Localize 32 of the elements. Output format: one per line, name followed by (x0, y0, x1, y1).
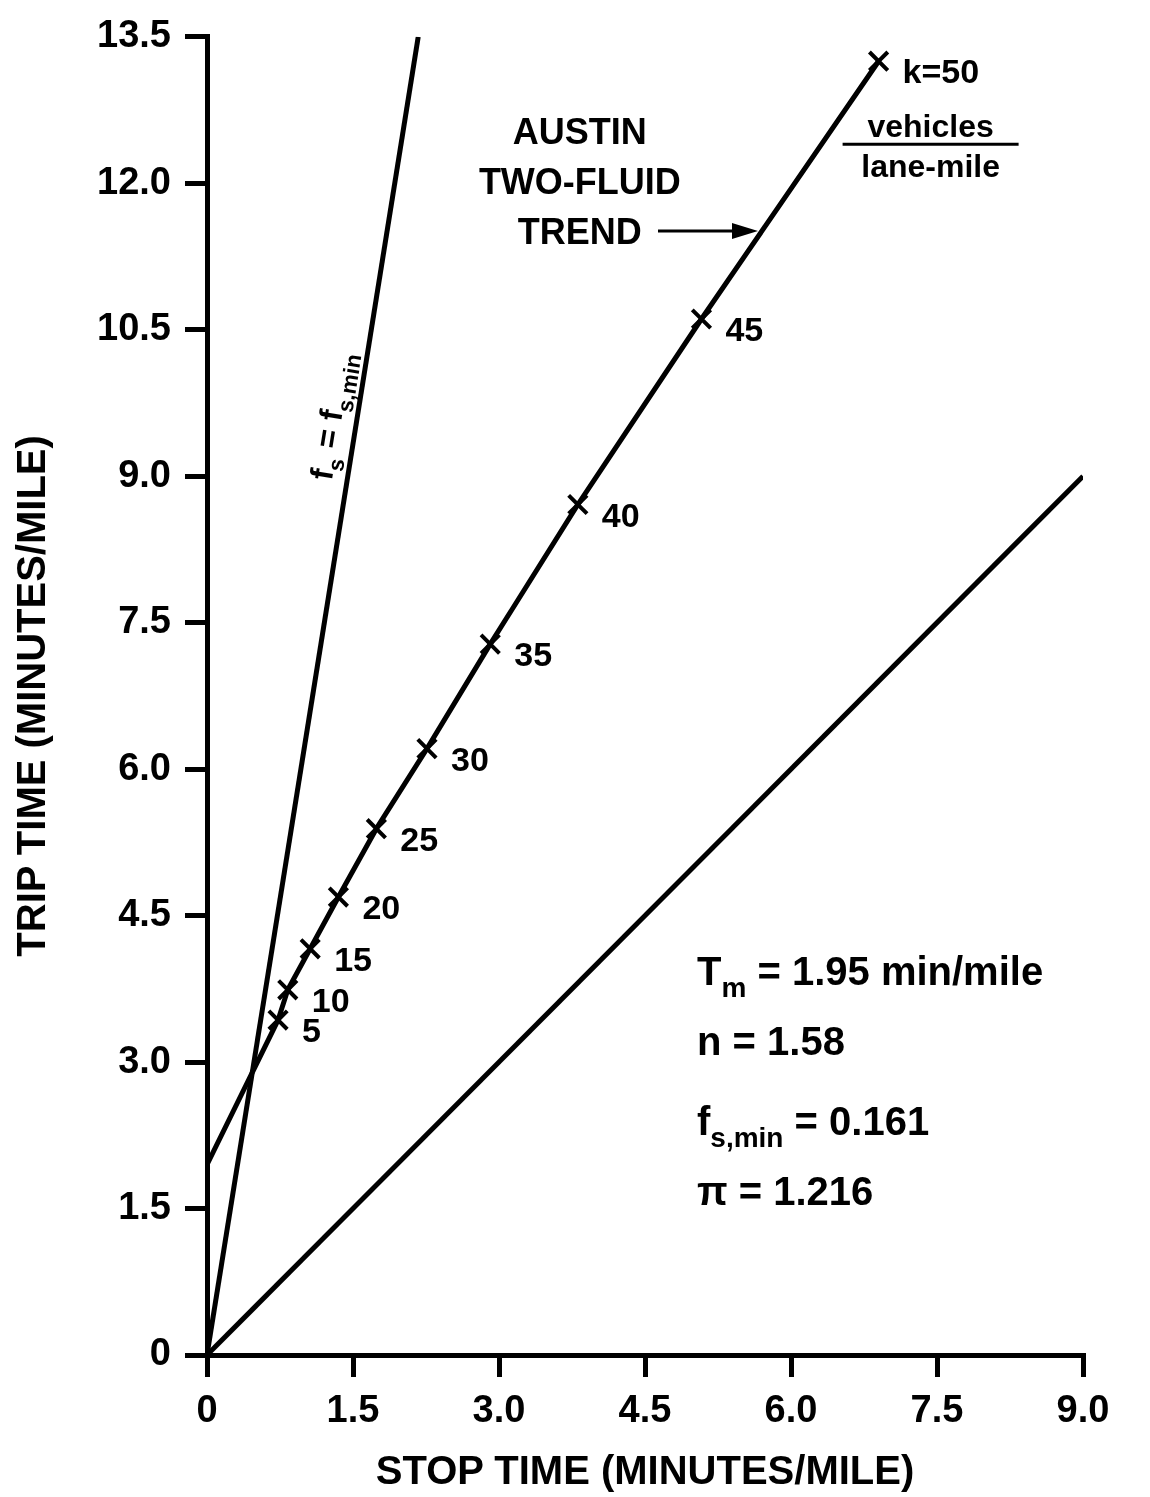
annotation: vehicles lane-mile (861, 108, 1000, 185)
x-axis-title: STOP TIME (MINUTES/MILE) (375, 1448, 915, 1493)
x-tick-label: 7.5 (910, 1388, 964, 1431)
x-tick-label: 1.5 (326, 1388, 380, 1431)
x-tick-label: 4.5 (618, 1388, 672, 1431)
y-tick-label: 12.0 (97, 159, 171, 202)
y-tick-label: 4.5 (118, 892, 171, 935)
y-tick-label: 9.0 (118, 452, 171, 495)
annotation: 20 (362, 888, 401, 927)
annotation: 40 (601, 495, 640, 534)
annotation: 30 (450, 739, 489, 778)
annotation: n = 1.58 (697, 1019, 845, 1063)
annotation: 45 (725, 309, 764, 348)
annotation: π = 1.216 (697, 1169, 874, 1213)
x-tick-label: 9.0 (1056, 1388, 1110, 1431)
annotation: 25 (400, 819, 439, 858)
y-tick-label: 7.5 (118, 599, 171, 642)
y-axis-title: TRIP TIME (MINUTES/MILE) (9, 435, 54, 957)
x-tick-label: 0 (196, 1388, 218, 1431)
annotation: 15 (334, 939, 372, 978)
x-tick-label: 6.0 (764, 1388, 818, 1431)
y-tick-label: 3.0 (118, 1038, 171, 1081)
annotation: fs = fs,min (303, 352, 367, 483)
annotation: AUSTIN TWO-FLUID TREND (478, 111, 681, 253)
y-tick-label: 13.5 (97, 13, 171, 56)
x-tick-label: 3.0 (472, 1388, 526, 1431)
y-tick-label: 6.0 (118, 745, 171, 788)
y-tick-label: 1.5 (118, 1185, 171, 1228)
y-tick-label: 0 (149, 1331, 171, 1374)
annotation: k=50 (902, 52, 980, 91)
y-tick-label: 10.5 (97, 306, 171, 349)
annotation: 35 (514, 635, 553, 674)
